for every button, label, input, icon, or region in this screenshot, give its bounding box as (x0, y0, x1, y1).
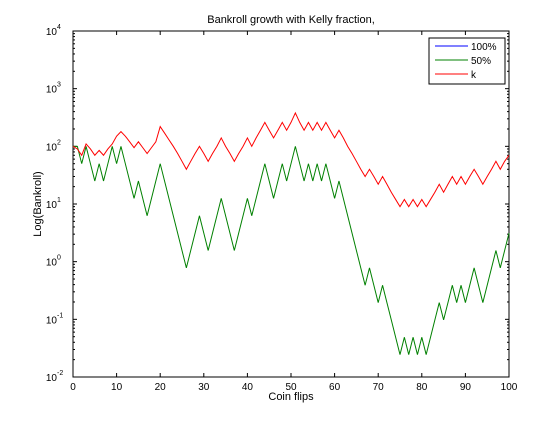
x-tick-label: 10 (111, 382, 123, 393)
y-tick-exponent: -2 (57, 370, 63, 377)
y-tick-label: 10 (46, 373, 58, 384)
x-tick-label: 100 (501, 382, 518, 393)
x-tick-label: 30 (198, 382, 210, 393)
y-tick-label: 10 (46, 258, 58, 269)
series-line-1 (73, 145, 510, 355)
chart-title: Bankroll growth with Kelly fraction, (207, 14, 375, 26)
y-tick-label: 10 (46, 315, 58, 326)
x-tick-label: 90 (460, 382, 472, 393)
x-tick-label: 0 (70, 382, 76, 393)
plot-area (72, 30, 510, 378)
y-tick-exponent: 1 (57, 197, 61, 204)
y-tick-label: 10 (46, 200, 58, 211)
x-tick-label: 70 (373, 382, 385, 393)
x-tick-label: 20 (155, 382, 167, 393)
y-tick-label: 10 (46, 27, 58, 38)
y-tick-label: 10 (46, 85, 58, 96)
legend-label-1: 50% (471, 56, 491, 67)
y-axis-label: Log(Bankroll) (32, 171, 44, 236)
series-line-2 (72, 111, 510, 208)
x-tick-label: 80 (416, 382, 428, 393)
y-tick-exponent: -1 (57, 312, 63, 319)
series-layer (72, 111, 510, 355)
y-tick-exponent: 4 (57, 24, 61, 31)
y-tick-exponent: 2 (57, 139, 61, 146)
x-tick-label: 40 (242, 382, 254, 393)
y-tick-label: 10 (46, 142, 58, 153)
x-tick-label: 60 (329, 382, 341, 393)
y-tick-exponent: 0 (57, 255, 61, 262)
x-axis-label: Coin flips (268, 391, 314, 403)
x-tick-label: 50 (285, 382, 297, 393)
legend-label-2: k (471, 70, 477, 81)
axis-ticks (72, 30, 510, 378)
y-tick-exponent: 3 (57, 82, 61, 89)
legend: 100% 50% k (428, 37, 506, 85)
legend-label-0: 100% (471, 42, 497, 53)
